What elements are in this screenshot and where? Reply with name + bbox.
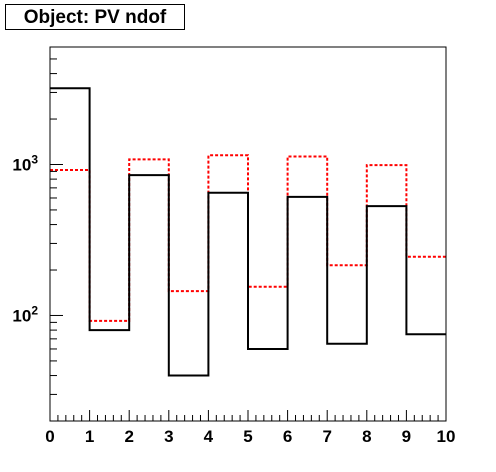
x-tick-label: 1 xyxy=(85,427,94,446)
series-layer xyxy=(50,87,446,377)
x-tick-label: 8 xyxy=(362,427,371,446)
series-0-solid-line xyxy=(50,87,446,377)
axis-layer: 0 1 2 3 4 5 6 7 8 9 10 103 102 xyxy=(12,46,456,446)
x-tick-label: 9 xyxy=(402,427,411,446)
x-tick-label: 5 xyxy=(243,427,252,446)
x-tick-label: 0 xyxy=(45,427,54,446)
x-tick-label: 2 xyxy=(124,427,133,446)
x-tick-label: 10 xyxy=(437,427,456,446)
y-tick-label: 103 xyxy=(12,152,38,174)
x-tick-label: 6 xyxy=(283,427,292,446)
x-tick-label: 3 xyxy=(164,427,173,446)
x-tick-label: 4 xyxy=(204,427,214,446)
chart-title: Object: PV ndof xyxy=(23,7,167,28)
chart-title-box: Object: PV ndof xyxy=(5,4,185,30)
x-tick-label: 7 xyxy=(322,427,331,446)
y-tick-label: 102 xyxy=(12,303,38,325)
